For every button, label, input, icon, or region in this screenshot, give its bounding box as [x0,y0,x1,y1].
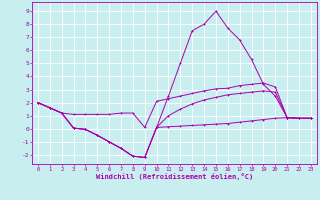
X-axis label: Windchill (Refroidissement éolien,°C): Windchill (Refroidissement éolien,°C) [96,173,253,180]
